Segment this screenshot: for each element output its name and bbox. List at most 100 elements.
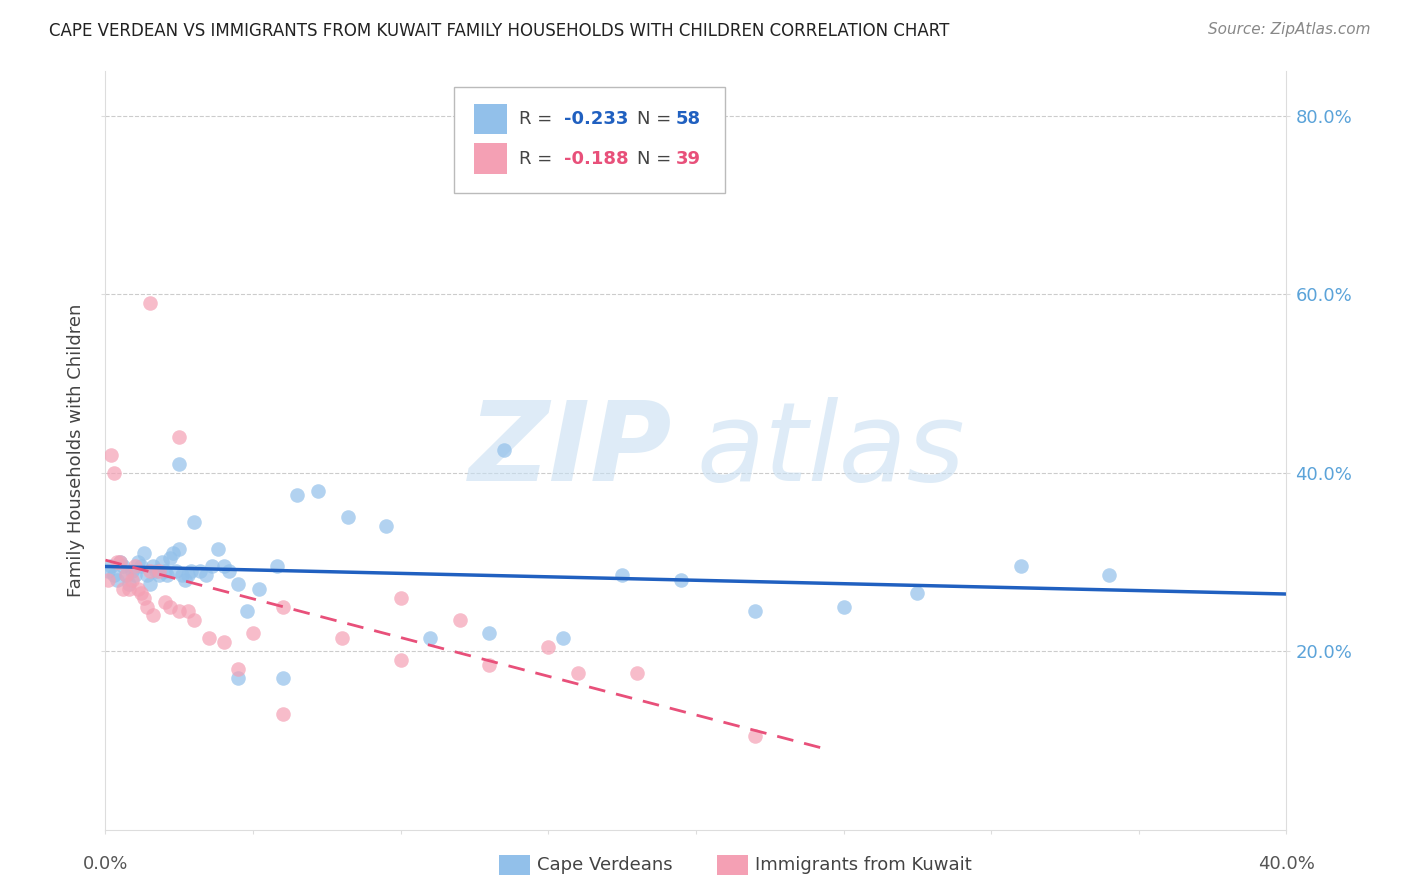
Point bbox=[142, 608, 165, 623]
Point bbox=[97, 573, 120, 587]
Point bbox=[162, 546, 184, 560]
Text: R =: R = bbox=[519, 150, 558, 168]
Point bbox=[183, 613, 205, 627]
Text: CAPE VERDEAN VS IMMIGRANTS FROM KUWAIT FAMILY HOUSEHOLDS WITH CHILDREN CORRELATI: CAPE VERDEAN VS IMMIGRANTS FROM KUWAIT F… bbox=[49, 22, 949, 40]
Point bbox=[212, 559, 235, 574]
Point bbox=[138, 296, 162, 310]
Point bbox=[156, 568, 179, 582]
Point bbox=[218, 564, 240, 578]
Point bbox=[449, 613, 471, 627]
Point bbox=[115, 568, 138, 582]
Point bbox=[103, 466, 125, 480]
Text: ZIP: ZIP bbox=[468, 397, 672, 504]
Point bbox=[169, 604, 191, 618]
Point bbox=[307, 483, 329, 498]
Point bbox=[389, 653, 412, 667]
Point bbox=[169, 541, 191, 556]
Point bbox=[744, 729, 766, 743]
Point bbox=[271, 671, 294, 685]
Point bbox=[121, 564, 143, 578]
Point bbox=[194, 568, 217, 582]
Point bbox=[150, 555, 173, 569]
Text: N =: N = bbox=[637, 110, 676, 128]
Point bbox=[153, 564, 176, 578]
Point bbox=[138, 577, 162, 591]
FancyBboxPatch shape bbox=[474, 144, 508, 174]
Y-axis label: Family Households with Children: Family Households with Children bbox=[67, 304, 86, 597]
Point bbox=[177, 604, 200, 618]
Point bbox=[115, 568, 138, 582]
Point bbox=[124, 568, 146, 582]
Point bbox=[1010, 559, 1032, 574]
Point bbox=[148, 564, 170, 578]
Point bbox=[127, 555, 149, 569]
Point bbox=[145, 564, 167, 578]
Point bbox=[121, 573, 143, 587]
Text: R =: R = bbox=[519, 110, 558, 128]
Point bbox=[271, 706, 294, 721]
Point bbox=[492, 443, 515, 458]
Point bbox=[330, 631, 353, 645]
Point bbox=[832, 599, 855, 614]
Point bbox=[112, 582, 135, 596]
Point bbox=[271, 599, 294, 614]
Point bbox=[201, 559, 224, 574]
Point bbox=[907, 586, 929, 600]
Point bbox=[124, 559, 146, 574]
Text: 39: 39 bbox=[676, 150, 702, 168]
Point bbox=[112, 559, 135, 574]
Point bbox=[177, 568, 200, 582]
Point bbox=[129, 586, 152, 600]
Point bbox=[132, 591, 155, 605]
Text: -0.233: -0.233 bbox=[564, 110, 628, 128]
Point bbox=[132, 546, 155, 560]
Point bbox=[129, 559, 152, 574]
Point bbox=[169, 457, 191, 471]
Point bbox=[148, 568, 170, 582]
Point bbox=[242, 626, 264, 640]
Point bbox=[183, 515, 205, 529]
Point bbox=[97, 564, 120, 578]
Point bbox=[105, 555, 128, 569]
Point bbox=[389, 591, 412, 605]
Point bbox=[419, 631, 441, 645]
Point bbox=[247, 582, 270, 596]
Point bbox=[165, 564, 187, 578]
Point bbox=[567, 666, 589, 681]
Point bbox=[153, 595, 176, 609]
Point bbox=[135, 568, 157, 582]
Point bbox=[228, 671, 250, 685]
Point bbox=[207, 541, 229, 556]
Point bbox=[744, 604, 766, 618]
Point bbox=[100, 448, 122, 462]
FancyBboxPatch shape bbox=[474, 104, 508, 135]
Point bbox=[551, 631, 574, 645]
Text: 40.0%: 40.0% bbox=[1258, 855, 1315, 872]
Point bbox=[100, 559, 122, 574]
Point bbox=[212, 635, 235, 649]
Point bbox=[537, 640, 560, 654]
Point bbox=[138, 564, 162, 578]
Point bbox=[118, 582, 141, 596]
Point bbox=[228, 662, 250, 676]
Point bbox=[159, 599, 181, 614]
Point bbox=[105, 573, 128, 587]
Point bbox=[197, 631, 219, 645]
Point bbox=[110, 555, 132, 569]
Point bbox=[287, 488, 309, 502]
Point bbox=[180, 564, 202, 578]
Point bbox=[135, 599, 157, 614]
Point bbox=[266, 559, 288, 574]
Point bbox=[626, 666, 648, 681]
Point bbox=[1098, 568, 1121, 582]
Point bbox=[228, 577, 250, 591]
Point bbox=[236, 604, 259, 618]
Point bbox=[610, 568, 633, 582]
Point bbox=[172, 568, 194, 582]
FancyBboxPatch shape bbox=[454, 87, 725, 193]
Point bbox=[169, 430, 191, 444]
Point bbox=[671, 573, 693, 587]
Point bbox=[142, 559, 165, 574]
Point bbox=[127, 582, 149, 596]
Point bbox=[188, 564, 211, 578]
